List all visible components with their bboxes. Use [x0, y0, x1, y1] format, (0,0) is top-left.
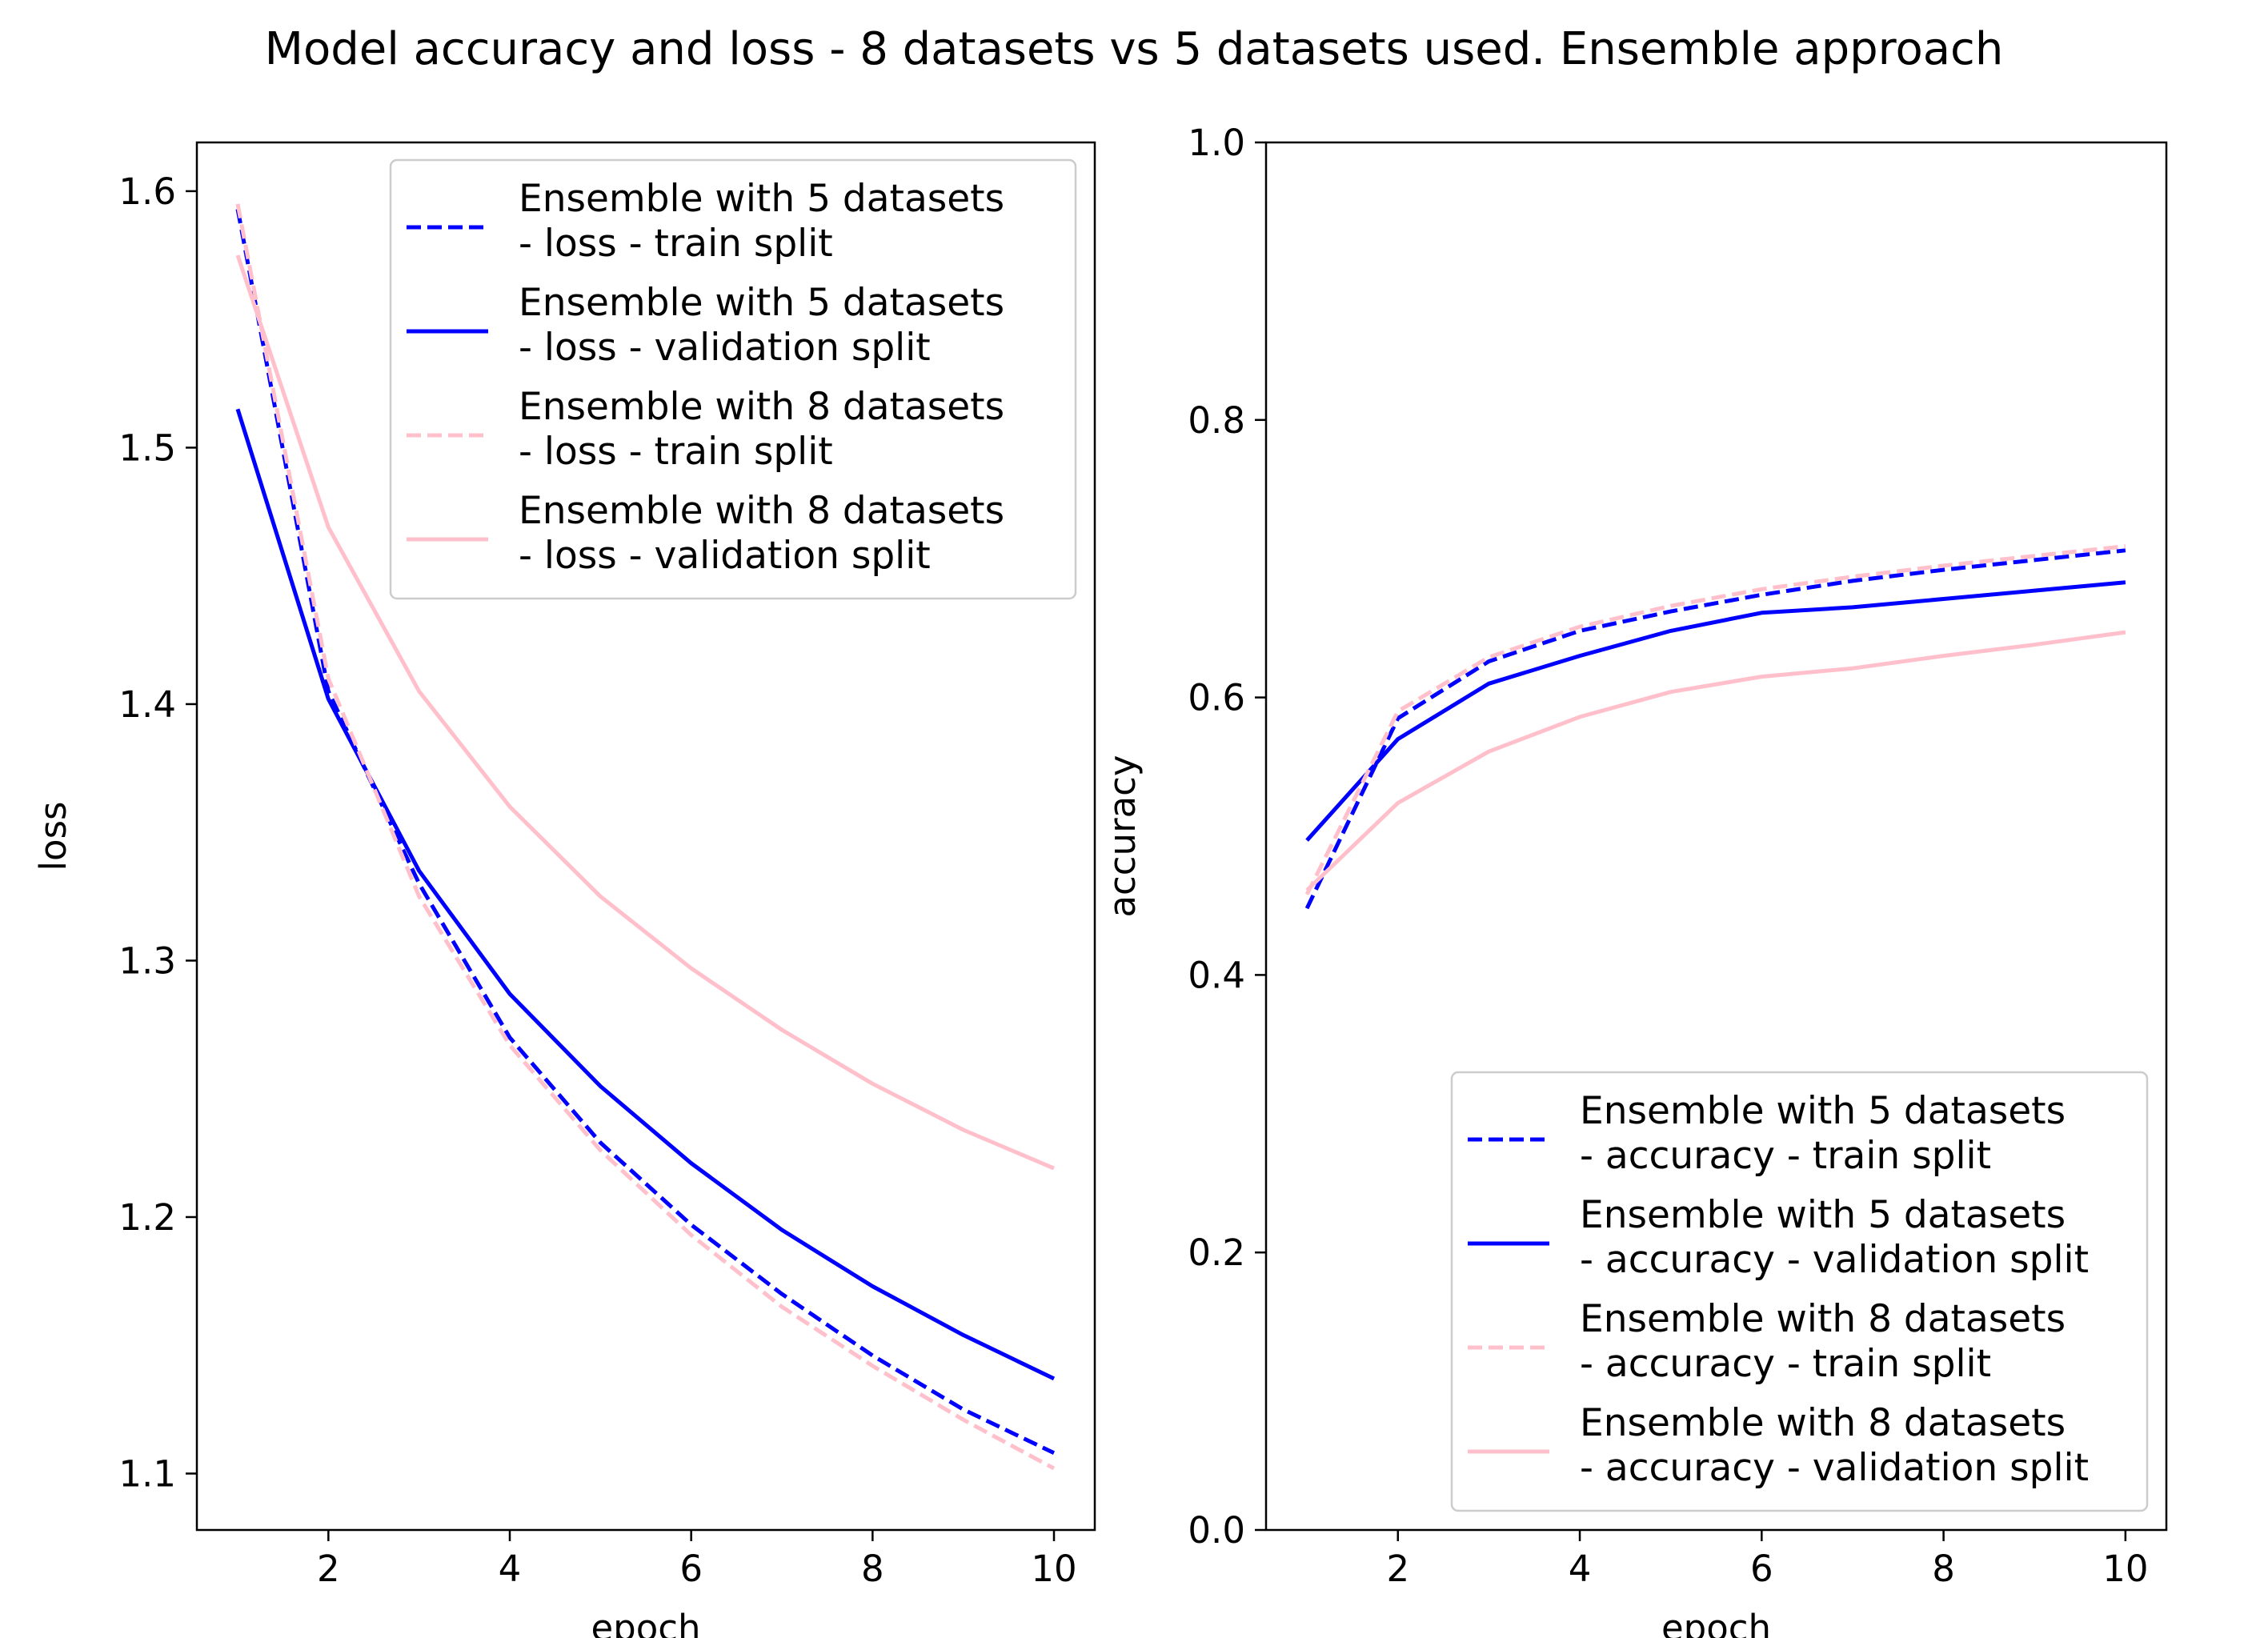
plot-frame [195, 141, 1096, 1532]
series-line-0 [235, 208, 1056, 1456]
x-tick-label: 6 [679, 1548, 703, 1590]
y-tick-label: 1.0 [1188, 122, 1245, 164]
legend-label-line1: Ensemble with 8 datasets [519, 489, 1004, 533]
y-axis-label: loss [32, 802, 74, 871]
y-tick-label: 0.0 [1188, 1509, 1245, 1552]
x-axis-label: epoch [1661, 1607, 1771, 1638]
x-tick-label: 4 [1569, 1548, 1592, 1590]
series-line-3 [235, 254, 1055, 1171]
loss-chart: 2 4 6 8 10 1.1 1.2 1.3 1.4 1.5 1.6 epoch loss Ensembl… [32, 141, 1096, 1638]
series-line-2 [235, 203, 1056, 1471]
y-tick-label: 1.3 [118, 939, 176, 982]
x-tick-label: 8 [1932, 1548, 1955, 1590]
y-tick-label: 0.8 [1188, 399, 1245, 442]
legend-box [389, 158, 1077, 600]
figure-title: Model accuracy and loss - 8 datasets vs … [265, 23, 2004, 75]
y-tick-label: 1.6 [118, 170, 176, 213]
x-tick-label: 8 [861, 1548, 884, 1590]
series-line-2 [1304, 544, 2126, 895]
legend-label-line2: - accuracy - validation split [1580, 1238, 2089, 1282]
x-tick-label: 2 [317, 1548, 340, 1590]
series-line-0 [1304, 548, 2126, 910]
y-tick-label: 1.1 [118, 1452, 176, 1495]
y-tick-label: 1.2 [118, 1196, 176, 1239]
y-axis-label: accuracy [1101, 755, 1144, 917]
legend-label-line1: Ensemble with 8 datasets [1580, 1401, 2066, 1445]
x-tick-label: 2 [1386, 1548, 1409, 1590]
legend-label-line2: - loss - validation split [519, 326, 931, 370]
plot-frame [1264, 141, 2168, 1532]
x-axis-label: epoch [591, 1607, 700, 1638]
legend-label-line1: Ensemble with 5 datasets [1580, 1089, 2066, 1133]
y-tick-label: 0.2 [1188, 1232, 1245, 1274]
legend-label-line2: - loss - train split [519, 222, 833, 266]
series-group [1304, 544, 2126, 910]
legend-label-line1: Ensemble with 5 datasets [519, 177, 1004, 221]
legend-label-line1: Ensemble with 5 datasets [1580, 1193, 2066, 1237]
x-tick-label: 10 [2102, 1548, 2148, 1590]
x-tick-label: 6 [1750, 1548, 1773, 1590]
y-tick-label: 0.4 [1188, 954, 1245, 996]
legend-label-line1: Ensemble with 5 datasets [519, 281, 1004, 325]
legend-label-line2: - loss - train split [519, 430, 833, 474]
series-line-3 [1305, 630, 2126, 892]
legend-label-line2: - accuracy - train split [1580, 1134, 1991, 1178]
x-tick-label: 4 [499, 1548, 522, 1590]
legend-label-line2: - accuracy - train split [1580, 1342, 1991, 1386]
y-tick-label: 0.6 [1188, 677, 1245, 719]
series-line-1 [235, 408, 1056, 1381]
legend-label-line1: Ensemble with 8 datasets [519, 385, 1004, 429]
accuracy-chart: 2 4 6 8 10 0.0 0.2 0.4 0.6 0.8 1.0 epoch accuracy Ens… [1101, 122, 2168, 1638]
series-line-1 [1305, 580, 2126, 842]
legend-label-line2: - loss - validation split [519, 534, 931, 578]
y-tick-label: 1.4 [118, 683, 176, 726]
y-tick-label: 1.5 [118, 427, 176, 469]
legend-box [1450, 1071, 2149, 1512]
legend-label-line1: Ensemble with 8 datasets [1580, 1297, 2066, 1341]
x-tick-label: 10 [1031, 1548, 1076, 1590]
series-group [235, 203, 1056, 1471]
legend-label-line2: - accuracy - validation split [1580, 1446, 2089, 1490]
